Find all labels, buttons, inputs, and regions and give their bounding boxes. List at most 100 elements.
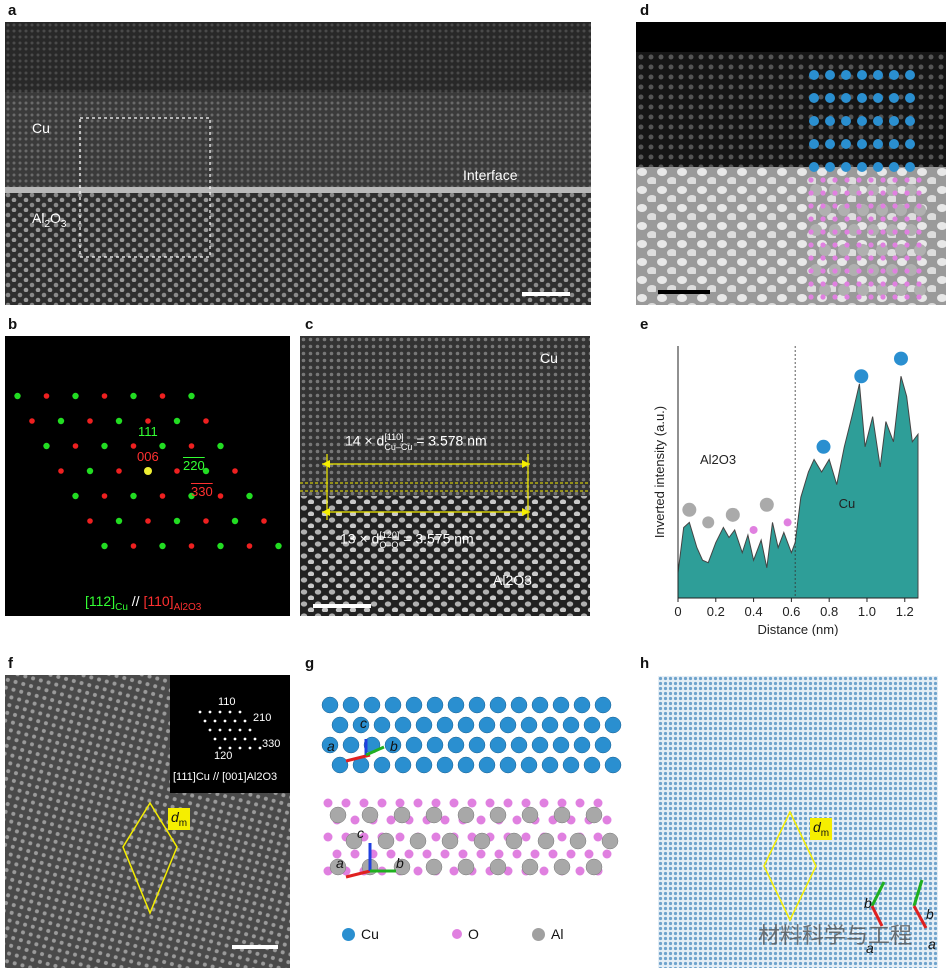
overlay-o-atom [904,294,910,300]
model-cu-atom [604,716,622,734]
overlay-cu-atom [809,70,819,80]
overlay-o-atom [844,203,850,209]
overlay-al-atom [867,224,879,236]
model-o-atom [602,849,612,859]
profile-atom-marker [725,507,740,522]
overlay-o-atom [916,216,922,222]
model-al-atom [553,806,571,824]
inset-spot [248,746,252,750]
overlay-cu-atom [857,70,867,80]
model-o-atom [575,866,585,876]
diffraction-spot-al2o3 [87,418,93,424]
overlay-o-atom [880,268,886,274]
model-al-atom [329,806,347,824]
overlay-o-atom [808,190,814,196]
diffraction-spot-al2o3 [261,518,267,524]
model-cu-atom [531,736,549,754]
overlay-al-atom [895,204,907,216]
diffraction-spot-al2o3 [29,418,35,424]
model-cu-atom [394,716,412,734]
panel-g-axis-a-bottom: a [336,855,344,871]
model-o-atom [431,832,441,842]
overlay-o-atom [832,268,838,274]
diffraction-spot-al2o3 [145,518,151,524]
model-o-atom [449,866,459,876]
model-o-atom [539,866,549,876]
diffraction-spot-cu [217,542,224,550]
panel-letter-d: d [640,2,650,19]
overlay-o-atom [808,229,814,235]
overlay-o-atom [856,268,862,274]
panel-d-image [636,22,946,305]
panel-b-diffraction-image [5,336,290,616]
inset-spot [228,746,232,750]
panel-letter-b: b [8,316,18,333]
overlay-o-atom [880,255,886,261]
overlay-al-atom [876,284,888,296]
model-o-atom [557,798,567,808]
overlay-o-atom [808,216,814,222]
x-tick-label: 1.2 [896,604,914,619]
overlay-cu-atom [905,139,915,149]
inset-label-330: 330 [262,738,281,750]
model-cu-atom [552,736,570,754]
overlay-o-atom [832,281,838,287]
model-cu-atom [562,756,580,774]
inset-spot [228,728,232,732]
model-al-atom [585,858,603,876]
overlay-o-atom [880,190,886,196]
model-cu-atom [415,756,433,774]
diffraction-spot-al2o3 [145,418,151,424]
overlay-o-atom [820,268,826,274]
inset-spot [223,737,227,741]
axis-arrow-a [345,753,371,763]
model-o-atom [467,798,477,808]
diffraction-spot-al2o3 [87,518,93,524]
model-cu-atom [373,756,391,774]
model-al-atom [585,806,603,824]
model-al-atom [377,832,395,850]
overlay-o-atom [892,294,898,300]
model-o-atom [431,798,441,808]
model-o-atom [413,798,423,808]
diffraction-spot-al2o3 [232,468,238,474]
overlay-o-atom [916,281,922,287]
overlay-o-atom [832,294,838,300]
panel-d-scale-bar [658,290,710,294]
model-cu-atom [405,736,423,754]
panel-letter-f: f [8,655,13,672]
overlay-al-atom [810,264,822,276]
diffraction-spot-al2o3 [159,493,166,499]
overlay-o-atom [892,216,898,222]
overlay-o-atom [844,229,850,235]
overlay-o-atom [856,229,862,235]
overlay-o-atom [868,177,874,183]
overlay-al-atom [914,284,926,296]
overlay-o-atom [868,216,874,222]
model-o-atom [350,815,360,825]
model-o-atom [395,798,405,808]
model-cu-atom [541,716,559,734]
model-cu-atom [426,736,444,754]
overlay-o-atom [856,203,862,209]
panel-a-interface-label: Interface [463,167,518,183]
model-cu-atom [415,716,433,734]
model-al-atom [361,806,379,824]
panel-letter-a: a [8,2,17,19]
model-cu-atom [436,756,454,774]
x-tick-label: 0.6 [782,604,800,619]
diffraction-spot-al2o3 [58,468,64,474]
model-al-atom [393,858,411,876]
diffraction-spot-al2o3 [130,543,137,549]
overlay-o-atom [868,229,874,235]
overlay-al-atom [895,244,907,256]
diffraction-spot-cu [115,417,123,425]
model-cu-atom [594,696,612,714]
overlay-o-atom [880,242,886,248]
overlay-o-atom [904,281,910,287]
x-tick-label: 0.8 [820,604,838,619]
overlay-o-atom [832,229,838,235]
model-o-atom [395,832,405,842]
inset-label-120: 120 [214,750,233,762]
model-o-atom [422,849,432,859]
